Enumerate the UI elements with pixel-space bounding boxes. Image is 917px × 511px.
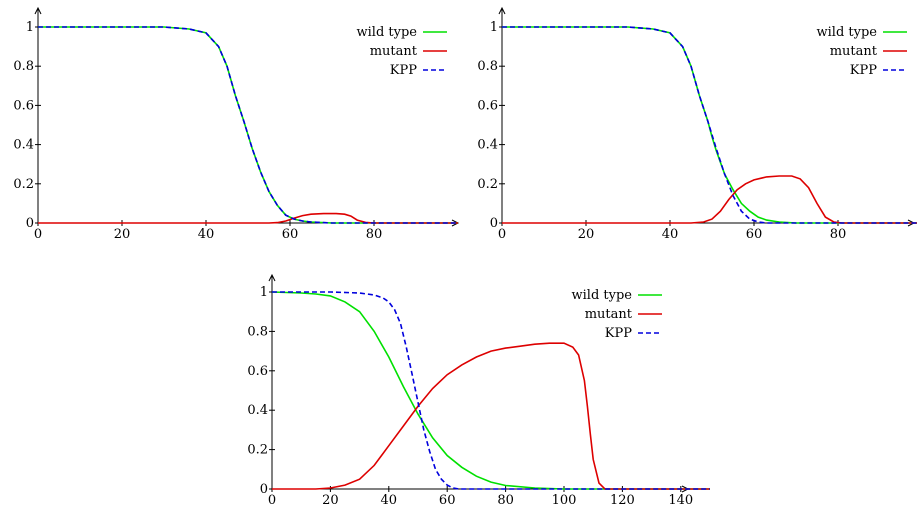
x-tick-label: 80 (830, 227, 847, 242)
x-tick-label: 40 (198, 227, 215, 242)
x-tick-label: 120 (610, 493, 635, 508)
y-tick-label: 0.4 (477, 138, 498, 153)
legend-label: mutant (830, 44, 878, 59)
x-tick-label: 60 (439, 493, 456, 508)
series-line-kpp (272, 291, 710, 490)
chart-top-right: 0 20 40 60 80 0 0.2 0.4 0.6 0.8 1 wild type mutant KP… (477, 6, 917, 242)
x-tick-label: 0 (34, 227, 42, 242)
legend-label: wild type (572, 288, 633, 303)
legend-label: KPP (390, 63, 417, 78)
x-tick-label: 0 (268, 493, 276, 508)
x-tick-label: 140 (668, 493, 693, 508)
x-tick-label: 40 (381, 493, 398, 508)
chart-bottom: 0 20 40 60 80 100 120 140 0 0.2 0.4 0.6 0.8 1 wild typ… (247, 273, 710, 508)
y-axis-arrow (498, 6, 506, 15)
y-axis-arrow (34, 6, 42, 15)
y-tick-label: 0.6 (477, 98, 498, 113)
legend-label: wild type (357, 25, 418, 40)
y-tick-label: 0.4 (13, 138, 34, 153)
x-tick-label: 20 (578, 227, 595, 242)
y-tick-label: 1 (260, 285, 268, 300)
y-tick-label: 1 (26, 20, 34, 35)
legend-label: KPP (850, 63, 877, 78)
legend-label: KPP (605, 326, 632, 341)
chart-top-left: 0 20 40 60 80 0 0.2 0.4 0.6 0.8 1 wild type mutant KP… (13, 6, 460, 242)
y-tick-label: 0.2 (13, 177, 34, 192)
x-tick-label: 20 (114, 227, 131, 242)
series-line-wild-type (271, 291, 710, 490)
y-tick-label: 0 (490, 216, 498, 231)
y-tick-label: 0 (260, 482, 268, 497)
y-axis-arrow (268, 273, 276, 282)
series-line-mutant (502, 175, 917, 224)
x-tick-label: 80 (366, 227, 383, 242)
x-tick-label: 0 (498, 227, 506, 242)
series-line-mutant (38, 212, 458, 224)
x-tick-label: 40 (662, 227, 679, 242)
series-line-mutant (272, 342, 710, 490)
y-tick-label: 0 (26, 216, 34, 231)
legend-label: wild type (817, 25, 878, 40)
y-tick-label: 0.8 (477, 59, 498, 74)
legend-label: mutant (370, 44, 418, 59)
y-tick-label: 0.8 (247, 324, 268, 339)
x-tick-label: 60 (746, 227, 763, 242)
y-tick-label: 0.8 (13, 59, 34, 74)
legend-label: mutant (585, 307, 633, 322)
y-tick-label: 0.6 (247, 364, 268, 379)
y-tick-label: 0.2 (247, 443, 268, 458)
y-tick-label: 0.6 (13, 98, 34, 113)
y-tick-label: 1 (490, 20, 498, 35)
y-tick-label: 0.4 (247, 403, 268, 418)
y-tick-label: 0.2 (477, 177, 498, 192)
x-tick-label: 60 (282, 227, 299, 242)
x-tick-label: 80 (497, 493, 514, 508)
x-tick-label: 20 (322, 493, 339, 508)
series-line-kpp (502, 26, 917, 224)
series-line-kpp (38, 26, 458, 224)
x-tick-label: 100 (552, 493, 577, 508)
